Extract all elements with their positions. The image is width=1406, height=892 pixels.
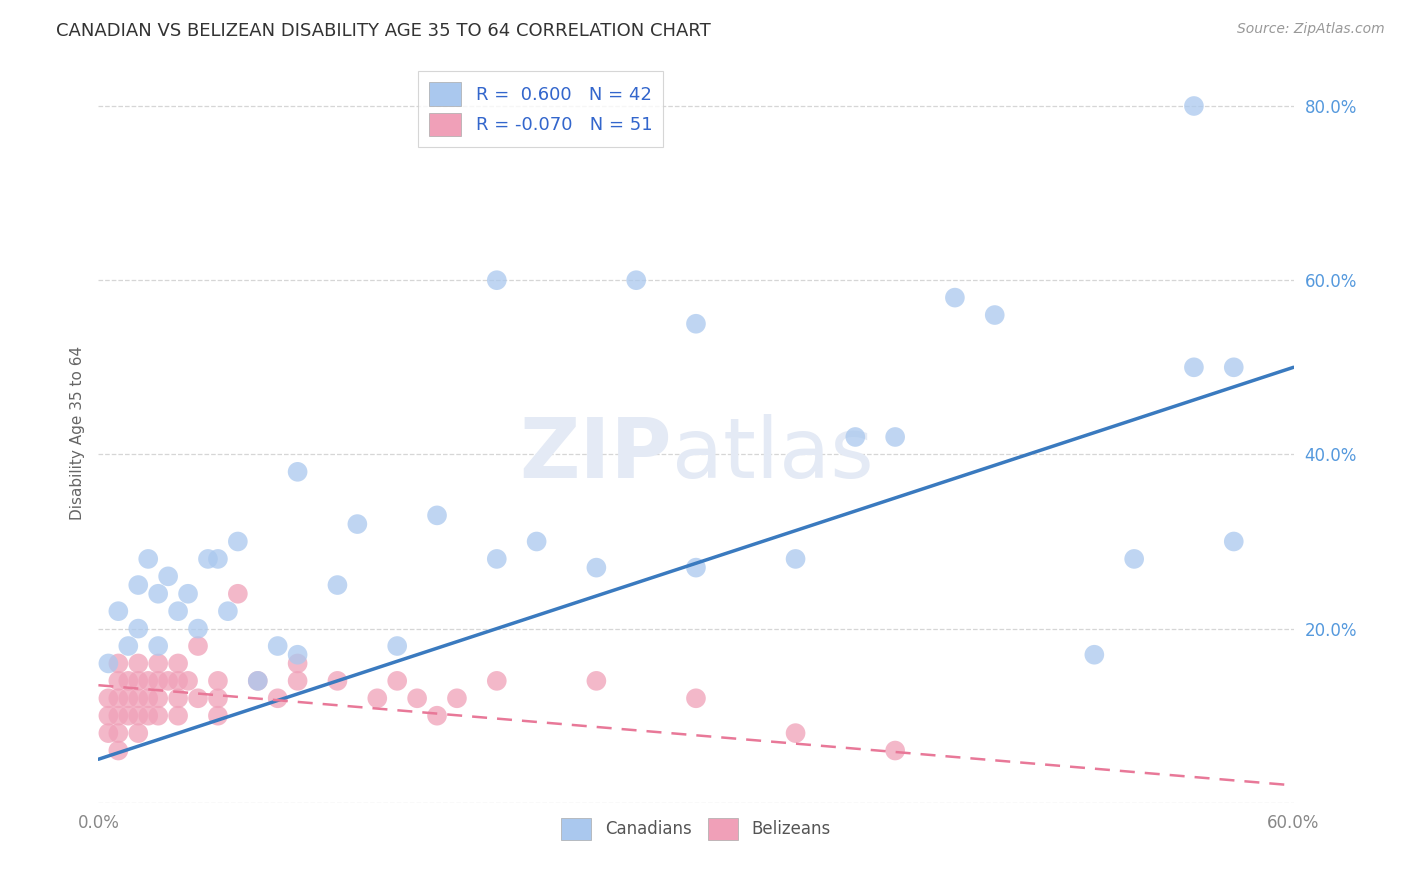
Legend: Canadians, Belizeans: Canadians, Belizeans	[554, 812, 838, 847]
Point	[446, 691, 468, 706]
Point	[585, 673, 607, 688]
Point	[1182, 99, 1205, 113]
Point	[246, 673, 269, 688]
Point	[167, 604, 190, 618]
Point	[943, 291, 966, 305]
Point	[585, 560, 607, 574]
Point	[107, 657, 129, 671]
Point	[167, 673, 190, 688]
Point	[177, 587, 200, 601]
Point	[127, 657, 149, 671]
Text: CANADIAN VS BELIZEAN DISABILITY AGE 35 TO 64 CORRELATION CHART: CANADIAN VS BELIZEAN DISABILITY AGE 35 T…	[56, 22, 711, 40]
Point	[107, 726, 129, 740]
Point	[148, 708, 170, 723]
Point	[117, 639, 139, 653]
Point	[685, 691, 707, 706]
Point	[426, 708, 449, 723]
Point	[385, 639, 409, 653]
Point	[526, 534, 548, 549]
Text: atlas: atlas	[672, 414, 873, 495]
Point	[187, 691, 209, 706]
Point	[267, 691, 290, 706]
Point	[127, 622, 149, 636]
Point	[1223, 360, 1246, 375]
Point	[346, 517, 368, 532]
Point	[287, 648, 309, 662]
Point	[127, 578, 149, 592]
Point	[107, 743, 129, 757]
Point	[148, 639, 170, 653]
Point	[844, 430, 866, 444]
Point	[167, 691, 190, 706]
Point	[167, 657, 190, 671]
Point	[207, 691, 229, 706]
Point	[226, 587, 249, 601]
Point	[207, 552, 229, 566]
Point	[136, 691, 159, 706]
Point	[136, 708, 159, 723]
Point	[406, 691, 429, 706]
Point	[685, 560, 707, 574]
Point	[246, 673, 269, 688]
Point	[1182, 360, 1205, 375]
Point	[127, 708, 149, 723]
Point	[148, 657, 170, 671]
Point	[226, 534, 249, 549]
Point	[148, 673, 170, 688]
Point	[97, 726, 120, 740]
Point	[1123, 552, 1146, 566]
Point	[197, 552, 219, 566]
Point	[207, 673, 229, 688]
Point	[97, 708, 120, 723]
Point	[785, 726, 807, 740]
Text: ZIP: ZIP	[520, 414, 672, 495]
Point	[785, 552, 807, 566]
Point	[366, 691, 388, 706]
Point	[1083, 648, 1105, 662]
Point	[136, 552, 159, 566]
Point	[148, 587, 170, 601]
Point	[326, 578, 349, 592]
Point	[287, 657, 309, 671]
Point	[287, 465, 309, 479]
Point	[426, 508, 449, 523]
Point	[117, 691, 139, 706]
Point	[207, 708, 229, 723]
Point	[167, 708, 190, 723]
Point	[136, 673, 159, 688]
Point	[157, 673, 180, 688]
Point	[1223, 534, 1246, 549]
Point	[117, 673, 139, 688]
Point	[485, 273, 508, 287]
Point	[107, 708, 129, 723]
Point	[626, 273, 648, 287]
Point	[485, 673, 508, 688]
Point	[107, 673, 129, 688]
Point	[287, 673, 309, 688]
Point	[984, 308, 1007, 322]
Point	[127, 673, 149, 688]
Point	[157, 569, 180, 583]
Point	[267, 639, 290, 653]
Point	[127, 726, 149, 740]
Point	[97, 657, 120, 671]
Point	[187, 639, 209, 653]
Point	[148, 691, 170, 706]
Point	[326, 673, 349, 688]
Point	[217, 604, 239, 618]
Point	[127, 691, 149, 706]
Text: Source: ZipAtlas.com: Source: ZipAtlas.com	[1237, 22, 1385, 37]
Point	[177, 673, 200, 688]
Point	[107, 691, 129, 706]
Point	[187, 622, 209, 636]
Point	[107, 604, 129, 618]
Point	[117, 708, 139, 723]
Point	[884, 430, 907, 444]
Point	[685, 317, 707, 331]
Y-axis label: Disability Age 35 to 64: Disability Age 35 to 64	[69, 345, 84, 520]
Point	[485, 552, 508, 566]
Point	[385, 673, 409, 688]
Point	[884, 743, 907, 757]
Point	[97, 691, 120, 706]
